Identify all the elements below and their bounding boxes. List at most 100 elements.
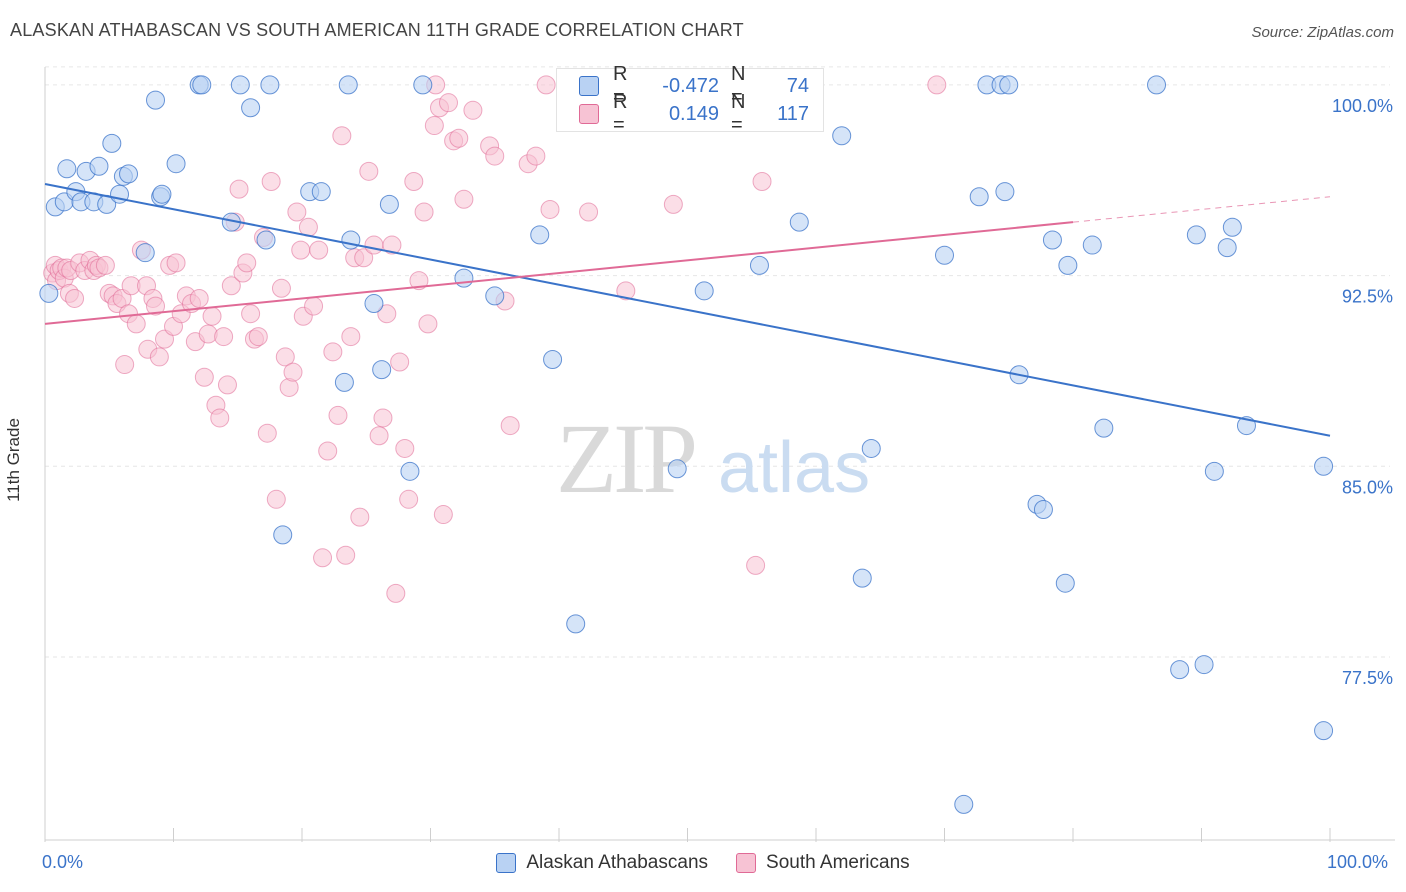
point-alaskan-athabascan	[273, 525, 293, 545]
point-south-american	[304, 296, 324, 316]
point-south-american	[336, 545, 356, 565]
point-alaskan-athabascan	[230, 75, 250, 95]
point-south-american	[579, 202, 599, 222]
r-label: R =	[613, 63, 628, 108]
n-label: N =	[731, 91, 746, 136]
legend-label-south-american: South Americans	[766, 852, 910, 873]
point-south-american	[424, 116, 444, 136]
point-south-american	[271, 278, 291, 298]
point-alaskan-athabascan	[256, 230, 276, 250]
point-alaskan-athabascan	[102, 133, 122, 153]
y-tick-labels: 77.5% 85.0% 92.5% 100.0%	[1332, 96, 1393, 688]
point-south-american	[536, 75, 556, 95]
point-alaskan-athabascan	[166, 154, 186, 174]
point-alaskan-athabascan	[1314, 456, 1334, 476]
point-south-american	[65, 288, 85, 308]
point-south-american	[221, 276, 241, 296]
point-alaskan-athabascan	[749, 255, 769, 275]
point-alaskan-athabascan	[372, 360, 392, 380]
point-alaskan-athabascan	[530, 225, 550, 245]
point-south-american	[210, 408, 230, 428]
south-americans-points	[43, 75, 947, 603]
point-alaskan-athabascan	[1170, 660, 1190, 680]
point-alaskan-athabascan	[260, 75, 280, 95]
point-south-american	[449, 128, 469, 148]
point-south-american	[341, 327, 361, 347]
watermark: ZIP atlas	[556, 403, 870, 514]
point-south-american	[373, 408, 393, 428]
point-south-american	[395, 438, 415, 458]
point-alaskan-athabascan	[969, 187, 989, 207]
point-south-american	[309, 240, 329, 260]
point-alaskan-athabascan	[1147, 75, 1167, 95]
x-tick-label-max: 100.0%	[1327, 852, 1389, 872]
point-alaskan-athabascan	[89, 156, 109, 176]
point-alaskan-athabascan	[152, 184, 172, 204]
trend-line-south-american-extension	[1072, 196, 1331, 223]
point-south-american	[369, 426, 389, 446]
point-alaskan-athabascan	[39, 283, 59, 303]
point-south-american	[409, 271, 429, 291]
trend-line-south-american	[44, 221, 1074, 325]
r-value: -0.472	[662, 74, 719, 97]
legend-item-alaskan[interactable]: Alaskan Athabascans	[496, 852, 708, 874]
point-south-american	[526, 146, 546, 166]
legend-item-south-american[interactable]: South Americans	[736, 852, 910, 874]
point-south-american	[414, 202, 434, 222]
point-south-american	[616, 281, 636, 301]
point-south-american	[318, 441, 338, 461]
point-south-american	[95, 255, 115, 275]
point-alaskan-athabascan	[379, 194, 399, 214]
point-south-american	[313, 548, 333, 568]
point-alaskan-athabascan	[334, 372, 354, 392]
n-value: 117	[777, 102, 809, 125]
point-south-american	[386, 583, 406, 603]
point-south-american	[149, 347, 169, 367]
legend-swatch-south-american	[736, 853, 757, 873]
point-south-american	[189, 288, 209, 308]
point-south-american	[463, 100, 483, 120]
point-alaskan-athabascan	[954, 794, 974, 814]
trend-lines	[44, 183, 1331, 437]
point-south-american	[746, 555, 766, 575]
point-alaskan-athabascan	[57, 159, 77, 179]
point-alaskan-athabascan	[119, 164, 139, 184]
point-alaskan-athabascan	[832, 126, 852, 146]
legend-label-alaskan: Alaskan Athabascans	[526, 852, 709, 873]
r-label: R =	[613, 91, 628, 136]
trend-line-alaskan	[44, 183, 1331, 437]
point-south-american	[115, 355, 135, 375]
point-south-american	[927, 75, 947, 95]
point-south-american	[266, 489, 286, 509]
point-alaskan-athabascan	[485, 286, 505, 306]
point-alaskan-athabascan	[861, 438, 881, 458]
y-tick-label: 92.5%	[1342, 287, 1393, 307]
point-alaskan-athabascan	[311, 182, 331, 202]
alaskan-swatch	[579, 76, 599, 96]
point-south-american	[194, 367, 214, 387]
point-south-american	[257, 423, 277, 443]
point-south-american	[275, 347, 295, 367]
y-tick-label: 85.0%	[1342, 477, 1393, 497]
point-south-american	[433, 505, 453, 525]
point-south-american	[540, 199, 560, 219]
point-alaskan-athabascan	[1055, 573, 1075, 593]
point-south-american	[364, 235, 384, 255]
point-alaskan-athabascan	[1204, 461, 1224, 481]
point-alaskan-athabascan	[667, 459, 687, 479]
point-south-american	[287, 202, 307, 222]
point-alaskan-athabascan	[995, 182, 1015, 202]
point-south-american	[214, 327, 234, 347]
point-alaskan-athabascan	[1058, 255, 1078, 275]
point-south-american	[146, 296, 166, 316]
stats-row-south-american: R = 0.149 N = 117	[579, 91, 809, 136]
point-south-american	[291, 240, 311, 260]
watermark-atlas: atlas	[718, 428, 870, 508]
point-south-american	[663, 194, 683, 214]
legend-swatch-alaskan	[496, 853, 517, 873]
point-south-american	[500, 416, 520, 436]
point-south-american	[126, 314, 146, 334]
alaskan-athabascans-points	[39, 75, 1334, 814]
stats-row-alaskan: R = -0.472 N = 74	[579, 63, 809, 108]
point-south-american	[229, 179, 249, 199]
